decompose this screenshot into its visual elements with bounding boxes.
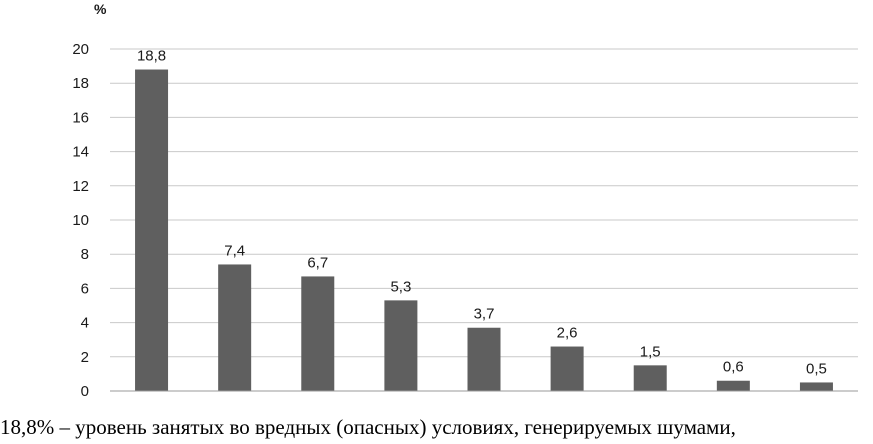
bar [467, 327, 501, 391]
y-tick-label: 0 [81, 383, 89, 400]
y-tick-label: 8 [81, 246, 89, 263]
bar-value-label: 5,3 [390, 278, 411, 295]
bar-value-label: 0,6 [723, 359, 744, 376]
bar-value-label: 6,7 [307, 254, 328, 271]
bar-value-label: 2,6 [557, 325, 578, 342]
bar [633, 365, 667, 391]
y-tick-label: 10 [72, 212, 89, 229]
y-tick-label: 4 [81, 315, 89, 332]
bar [218, 264, 252, 391]
bar [301, 276, 335, 391]
data-labels: 18,8 7,4 6,7 5,3 3,7 2,6 1,5 0,6 0,5 [137, 48, 827, 378]
y-tick-labels: 0 2 4 6 8 10 12 14 16 18 20 [72, 41, 89, 400]
bar-value-label: 18,8 [137, 48, 166, 65]
bars [135, 69, 833, 392]
y-tick-label: 18 [72, 75, 89, 92]
bar-value-label: 0,5 [806, 360, 827, 377]
y-tick-label: 14 [72, 144, 89, 161]
y-tick-label: 6 [81, 280, 89, 297]
bar [384, 300, 418, 391]
bar [799, 382, 833, 391]
y-axis-unit-label: % [94, 1, 107, 17]
y-tick-label: 2 [81, 349, 89, 366]
bar-value-label: 1,5 [640, 343, 661, 360]
y-tick-label: 20 [72, 41, 89, 58]
y-tick-label: 12 [72, 178, 89, 195]
caption-text: 18,8% – уровень занятых во вредных (опас… [0, 415, 736, 439]
y-tick-label: 16 [72, 109, 89, 126]
bar [550, 346, 584, 391]
bar [716, 380, 750, 391]
bar-value-label: 3,7 [474, 306, 495, 323]
bar-value-label: 7,4 [224, 242, 245, 259]
bar [135, 69, 169, 392]
